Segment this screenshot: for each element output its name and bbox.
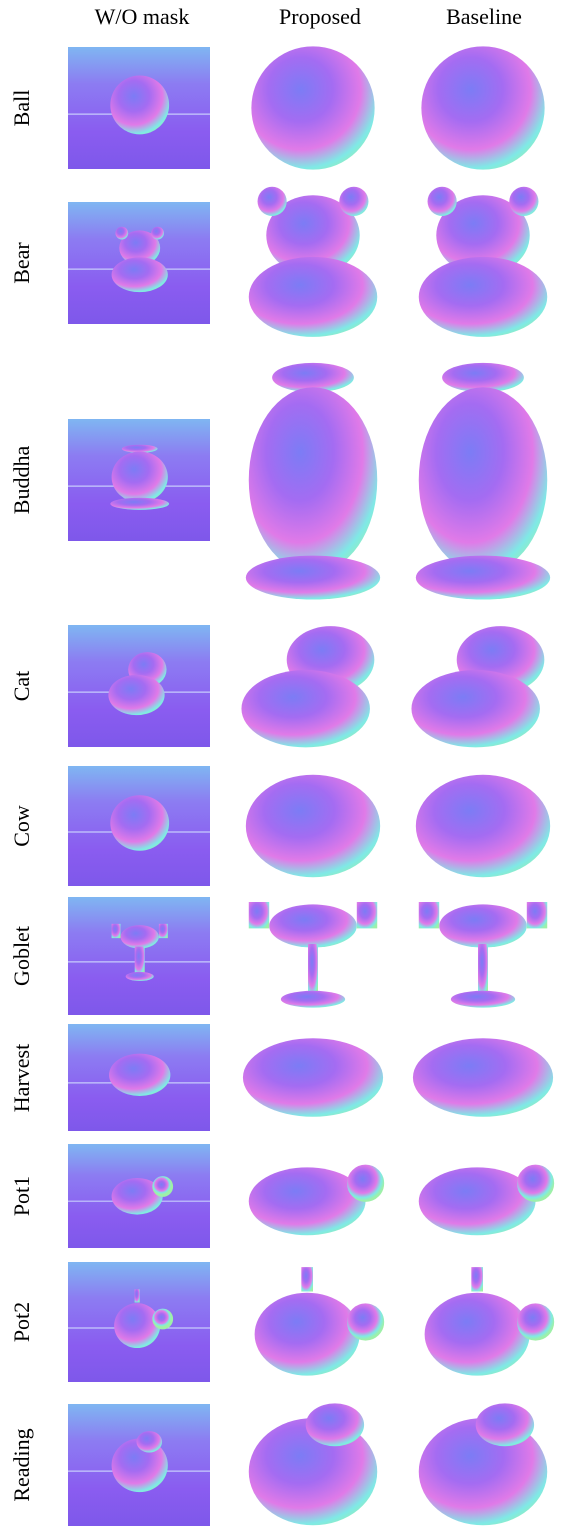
wo-mask-image-harvest [68, 1024, 210, 1131]
row-label-bear: Bear [9, 242, 34, 284]
wo-mask-image-cat [68, 624, 210, 747]
row-label-cat: Cat [9, 670, 34, 701]
wo-mask-image-reading [68, 1404, 210, 1526]
row-label-pot1: Pot1 [9, 1175, 34, 1217]
proposed-normal-map-reading [240, 1398, 386, 1532]
baseline-normal-map-cat [410, 621, 556, 750]
wo-mask-image-cow [68, 766, 210, 886]
baseline-normal-map-bear [410, 186, 556, 340]
baseline-normal-map-pot2 [410, 1261, 556, 1383]
proposed-normal-map-bear [240, 186, 386, 340]
baseline-normal-map-buddha [410, 358, 556, 602]
row-label-ball: Ball [9, 89, 34, 127]
proposed-normal-map-pot1 [240, 1143, 386, 1249]
wo-mask-image-pot1 [68, 1144, 210, 1248]
proposed-normal-map-cow [240, 765, 386, 887]
proposed-normal-map-ball [240, 41, 386, 175]
column-header-wo-mask: W/O mask [94, 4, 190, 29]
proposed-normal-map-harvest [240, 1023, 386, 1132]
wo-mask-image-ball [68, 47, 210, 169]
baseline-normal-map-goblet [410, 896, 556, 1016]
proposed-normal-map-pot2 [240, 1261, 386, 1383]
row-label-pot2: Pot2 [9, 1301, 34, 1343]
row-label-reading: Reading [9, 1428, 34, 1502]
row-label-harvest: Harvest [9, 1043, 34, 1112]
baseline-normal-map-pot1 [410, 1143, 556, 1249]
baseline-normal-map-cow [410, 765, 556, 887]
wo-mask-image-bear [68, 202, 210, 324]
proposed-normal-map-goblet [240, 896, 386, 1016]
wo-mask-image-pot2 [68, 1262, 210, 1382]
proposed-normal-map-buddha [240, 358, 386, 602]
baseline-normal-map-harvest [410, 1023, 556, 1132]
row-label-cow: Cow [9, 805, 34, 847]
column-header-baseline: Baseline [446, 4, 522, 29]
proposed-normal-map-cat [240, 621, 386, 750]
row-label-buddha: Buddha [9, 445, 34, 515]
baseline-normal-map-reading [410, 1398, 556, 1532]
wo-mask-image-goblet [68, 897, 210, 1015]
column-header-proposed: Proposed [279, 4, 361, 29]
row-label-goblet: Goblet [9, 926, 34, 986]
wo-mask-image-buddha [68, 419, 210, 541]
baseline-normal-map-ball [410, 41, 556, 175]
